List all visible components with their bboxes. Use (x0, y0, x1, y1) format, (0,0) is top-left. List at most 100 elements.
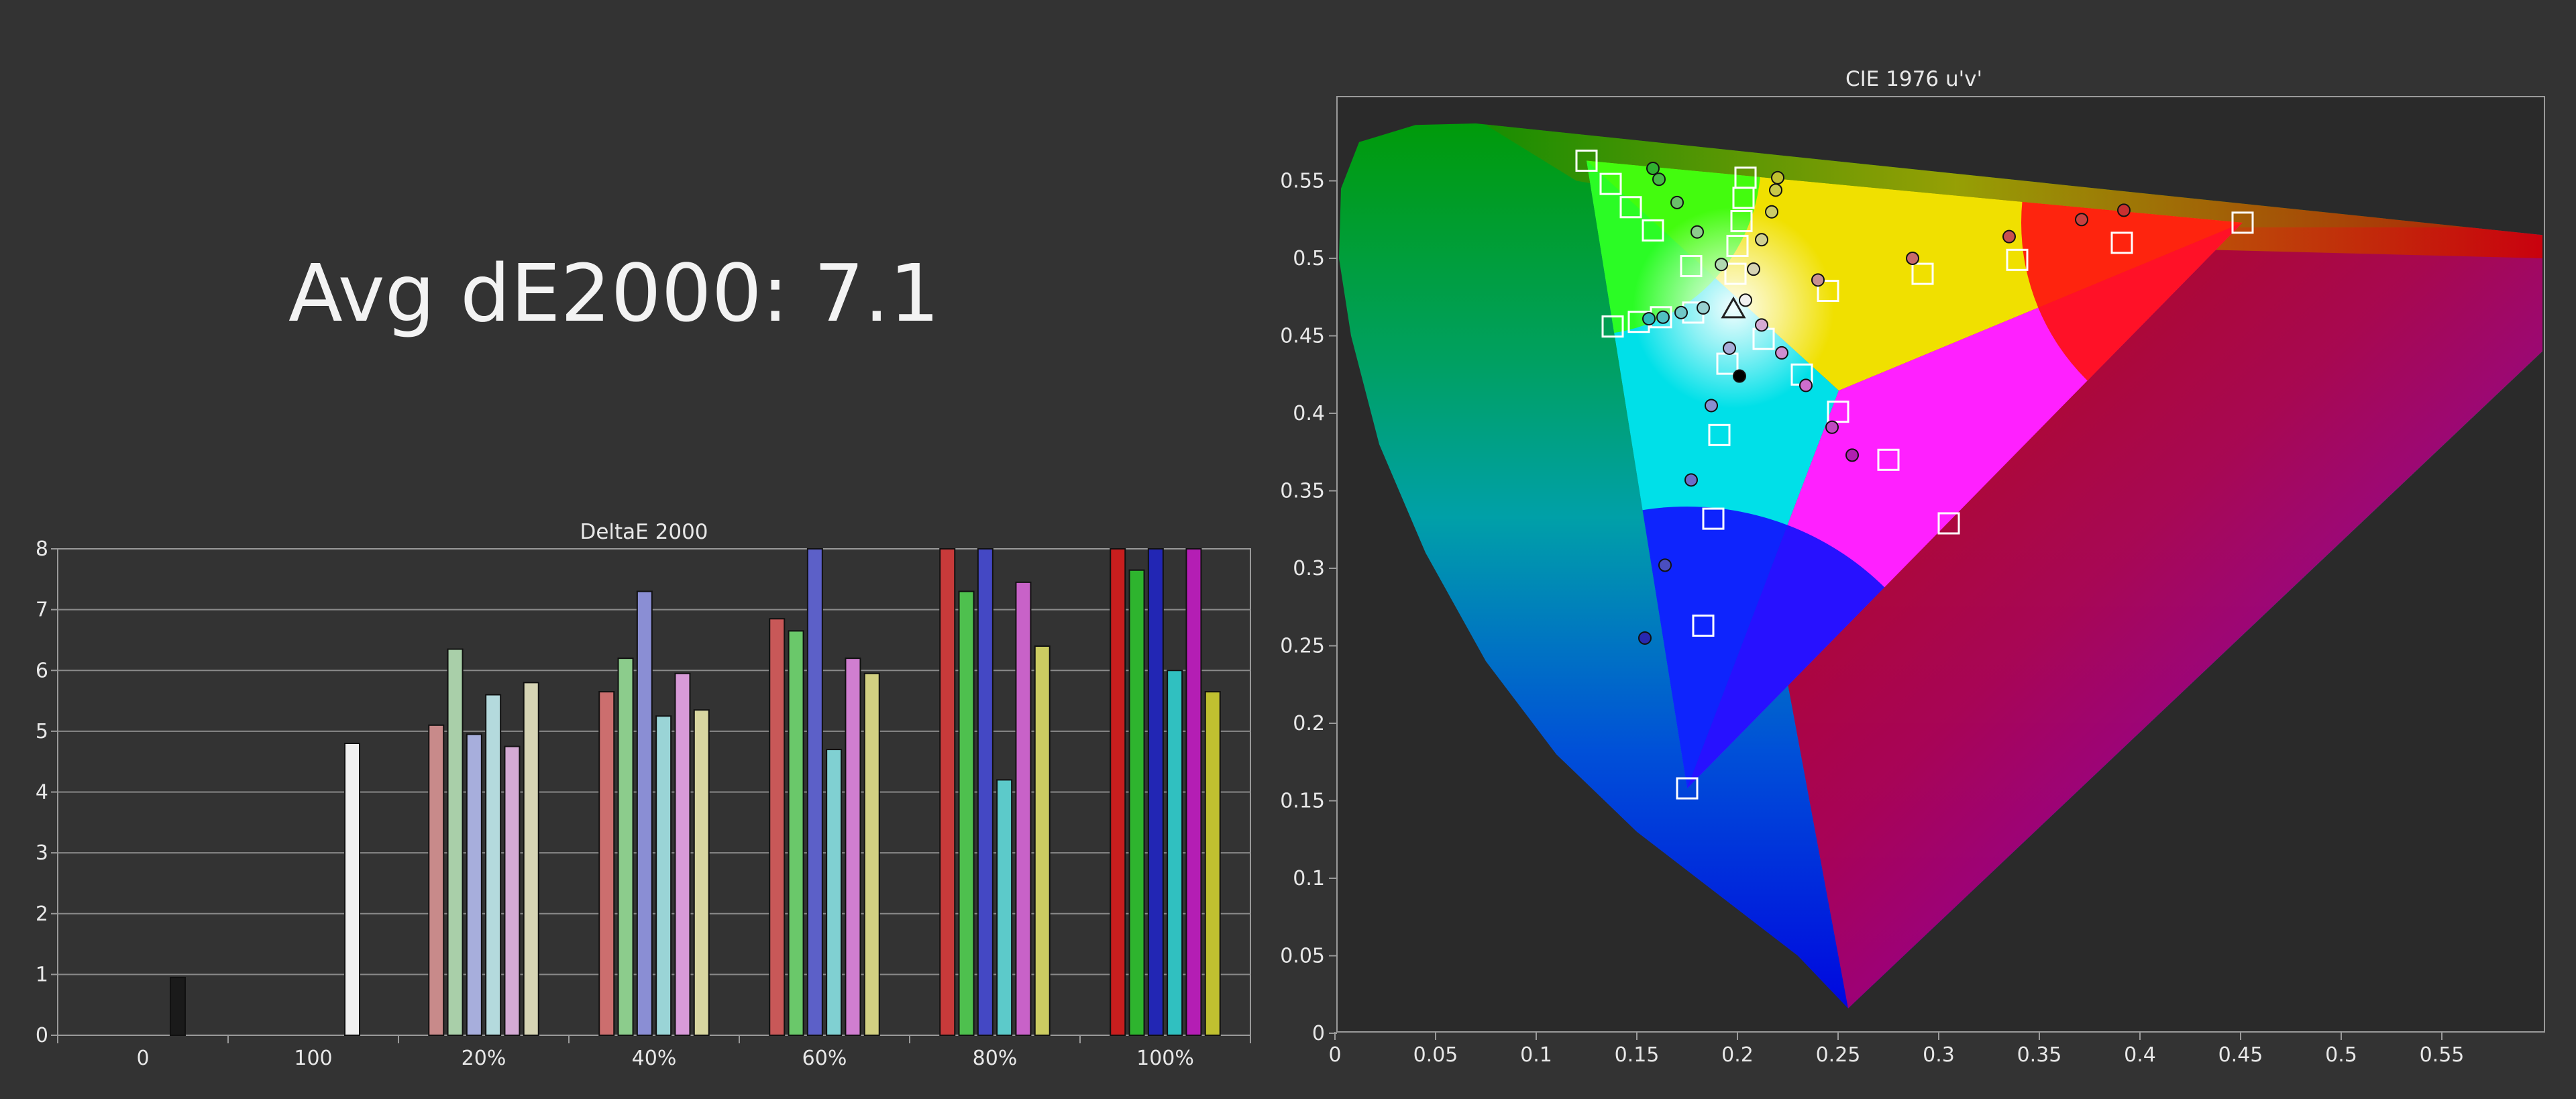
bar-x-tick-label: 40% (632, 1047, 677, 1070)
bar (447, 648, 464, 1036)
target-square (1676, 777, 1699, 800)
target-square (1724, 262, 1747, 285)
measured-point (1825, 420, 1839, 434)
cie-x-tick-label: 0.25 (1816, 1043, 1861, 1067)
cie-x-tick-label: 0 (1328, 1043, 1341, 1067)
bar-chart-y-ticks: 0 1 2 3 4 5 6 7 8 (36, 537, 48, 1047)
target-square (1730, 210, 1753, 233)
bar-x-tick-label: 20% (462, 1047, 506, 1070)
bar (617, 658, 634, 1036)
cie-y-tick-label: 0.45 (1280, 325, 1325, 348)
cie-y-tick-label: 0.35 (1280, 480, 1325, 503)
measured-point (1811, 273, 1825, 287)
measured-point (1715, 258, 1728, 272)
bar-chart-bars (170, 548, 1221, 1036)
bar-x-tick-label: 60% (802, 1047, 847, 1070)
target-square (2006, 248, 2029, 271)
measured-point (1656, 310, 1670, 324)
measured-point (1646, 162, 1660, 176)
cie-x-tick-label: 0.45 (2218, 1043, 2263, 1067)
bar (598, 690, 615, 1036)
measured-point (1705, 399, 1718, 413)
bar-x-tick-label: 80% (973, 1047, 1018, 1070)
cie-x-tick-label: 0.15 (1615, 1043, 1660, 1067)
average-delta-e-readout: Avg dE2000: 7.1 (288, 247, 940, 339)
target-square (1702, 507, 1725, 530)
target-square (1911, 262, 1934, 285)
measured-markers (1638, 162, 2131, 645)
measured-point (2117, 203, 2131, 217)
measured-point (1652, 172, 1666, 187)
cie-x-ticks: 0 0.05 0.1 0.15 0.2 0.25 0.3 0.35 0.4 0.45 0.5 0.55 (1328, 1032, 2464, 1067)
bar-y-tick-label: 6 (36, 659, 48, 682)
target-square (2110, 231, 2133, 254)
bar (977, 548, 994, 1036)
target-square (1599, 172, 1622, 195)
target-square (1692, 614, 1715, 637)
cie-x-tick-label: 0.05 (1413, 1043, 1458, 1067)
bar (939, 548, 956, 1036)
measured-point (1755, 318, 1768, 332)
bar-chart-title: DeltaE 2000 (580, 520, 708, 544)
target-square (1708, 423, 1731, 446)
measured-point (1684, 473, 1698, 487)
bar (1204, 690, 1221, 1036)
target-square (1680, 255, 1703, 278)
measured-point (1638, 631, 1652, 645)
target-square (1877, 448, 1900, 471)
cie-y-tick-label: 0.1 (1293, 867, 1325, 890)
bar (504, 745, 521, 1036)
cie-x-tick-label: 0.5 (2325, 1043, 2357, 1067)
measured-point (1733, 369, 1746, 383)
measured-point (1739, 293, 1752, 307)
bar-y-tick-label: 2 (36, 902, 48, 926)
measured-point (2075, 213, 2088, 227)
measured-point (1697, 301, 1710, 315)
cie-y-tick-label: 0 (1312, 1022, 1325, 1045)
target-square (1619, 196, 1642, 219)
measured-point (1690, 225, 1704, 239)
cie-y-tick-label: 0.4 (1293, 402, 1325, 425)
measured-point (1769, 183, 1782, 197)
cie-y-ticks: 0 0.05 0.1 0.15 0.2 0.25 0.3 0.35 0.4 0.45 0.5 0.55 (1280, 170, 1337, 1045)
cie-x-tick-label: 0.1 (1520, 1043, 1552, 1067)
measured-point (2002, 229, 2016, 244)
bar (693, 709, 710, 1036)
bar (826, 749, 843, 1036)
bar (958, 590, 975, 1036)
measured-point (1674, 305, 1688, 319)
bar (1034, 645, 1051, 1036)
gamut-red-blob (2021, 160, 2243, 444)
measured-point (1670, 195, 1684, 209)
bar (428, 724, 445, 1036)
bar-chart-gridlines (51, 548, 1250, 1036)
cie-y-tick-label: 0.3 (1293, 557, 1325, 580)
bar (1147, 548, 1164, 1036)
target-square (1601, 315, 1624, 338)
bar (466, 733, 482, 1036)
cie-y-tick-label: 0.55 (1280, 170, 1325, 193)
cie-x-tick-label: 0.4 (2124, 1043, 2156, 1067)
measured-point (1747, 262, 1760, 276)
bar (674, 672, 691, 1036)
cie-y-tick-label: 0.5 (1293, 247, 1325, 270)
bar (1128, 569, 1145, 1036)
bar (1015, 581, 1032, 1036)
measured-point (1799, 378, 1813, 392)
measured-point (1765, 205, 1778, 219)
locus-top-gradient (1476, 123, 2542, 258)
bar (344, 743, 360, 1036)
target-square (1827, 401, 1849, 423)
bar (1167, 670, 1183, 1036)
bar-y-tick-label: 3 (36, 841, 48, 865)
measured-point (1723, 341, 1736, 355)
cie-y-tick-label: 0.2 (1293, 712, 1325, 735)
measured-point (1642, 312, 1656, 326)
bar (655, 715, 672, 1036)
bar-y-tick-label: 1 (36, 963, 48, 986)
cie-chart-title: CIE 1976 u'v' (1845, 67, 1982, 91)
bar (788, 630, 804, 1036)
measured-point (1845, 448, 1859, 462)
bar-y-tick-label: 5 (36, 720, 48, 743)
